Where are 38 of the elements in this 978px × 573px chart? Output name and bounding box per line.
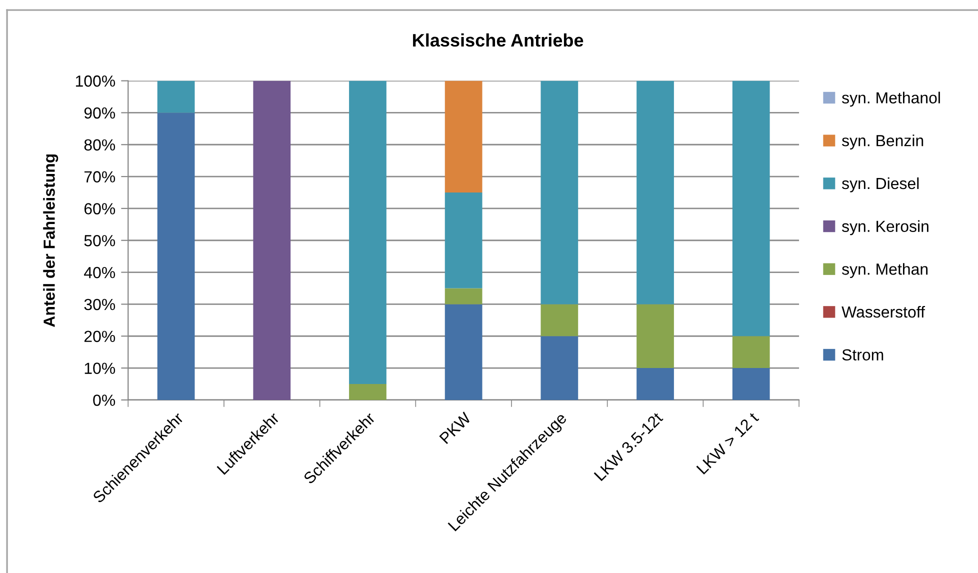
legend-label: syn. Methanol xyxy=(842,92,940,107)
bar xyxy=(732,368,770,400)
legend-label: syn. Kerosin xyxy=(842,220,928,236)
legend-label: syn. Benzin xyxy=(842,134,924,150)
bar xyxy=(540,336,578,400)
bar xyxy=(636,368,674,400)
bar xyxy=(636,80,674,304)
y-tick-label: 90% xyxy=(84,107,116,119)
bar xyxy=(540,304,578,336)
y-tick-label: 20% xyxy=(84,330,116,342)
bar xyxy=(349,80,386,384)
y-tick-label: 0% xyxy=(93,394,116,406)
bar xyxy=(444,288,482,304)
bar xyxy=(349,384,386,400)
chart-title: Klassische Antriebe xyxy=(413,33,584,47)
bar xyxy=(157,80,195,113)
legend-label: Wasserstoff xyxy=(842,306,926,318)
y-tick-label: 60% xyxy=(84,203,116,214)
y-tick-label: 80% xyxy=(84,139,116,151)
y-tick-label: 70% xyxy=(84,171,116,182)
bar xyxy=(444,304,482,400)
legend-label: Strom xyxy=(842,349,884,361)
legend-label: syn. Methan xyxy=(842,263,928,278)
y-tick-label: 50% xyxy=(84,235,116,246)
y-tick-label: 100% xyxy=(76,75,116,87)
bar xyxy=(732,80,770,336)
bar xyxy=(732,336,770,368)
legend-label: syn. Diesel xyxy=(842,177,919,192)
bar xyxy=(636,304,674,368)
bar xyxy=(444,192,482,288)
y-tick-label: 40% xyxy=(84,266,116,278)
y-tick-label: 30% xyxy=(84,298,116,310)
bar xyxy=(253,80,291,400)
y-tick-label: 10% xyxy=(84,362,116,374)
bar xyxy=(444,80,482,192)
y-axis-title: Anteil der Fahrleistung xyxy=(43,154,58,327)
bar xyxy=(157,112,195,400)
bar xyxy=(540,80,578,304)
